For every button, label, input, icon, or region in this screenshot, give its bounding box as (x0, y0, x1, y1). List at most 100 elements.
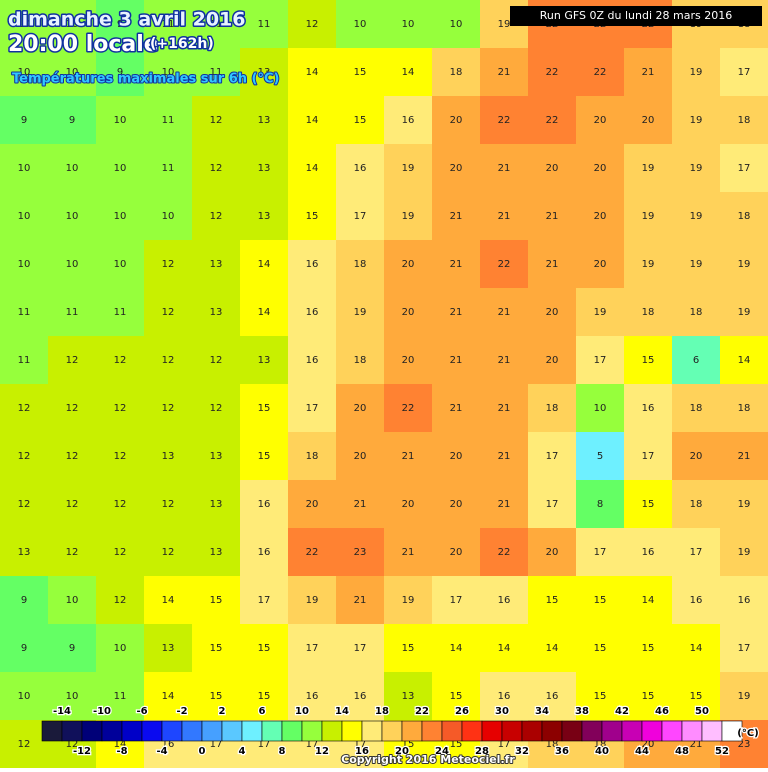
legend-swatch (581, 720, 603, 742)
temperature-value: 17 (738, 643, 751, 654)
temperature-cell (0, 576, 49, 625)
temperature-value: 12 (66, 547, 79, 558)
temperature-value: 22 (402, 403, 415, 414)
temperature-cell (0, 96, 49, 145)
temperature-cell (0, 0, 49, 49)
temperature-cell (144, 480, 193, 529)
temperature-cell (384, 0, 433, 49)
temperature-cell (0, 528, 49, 577)
temperature-value: 14 (306, 163, 319, 174)
legend-label: 8 (279, 746, 286, 757)
legend-swatch (221, 720, 243, 742)
temperature-cell (576, 336, 625, 385)
temperature-value: 12 (162, 403, 175, 414)
temperature-value: 12 (162, 547, 175, 558)
temperature-cell (432, 672, 481, 721)
temperature-cell (48, 192, 97, 241)
temperature-cell (96, 336, 145, 385)
temperature-cell (432, 336, 481, 385)
temperature-value: 13 (210, 259, 223, 270)
temperature-cell (480, 576, 529, 625)
temperature-cell (336, 48, 385, 97)
temperature-cell (624, 96, 673, 145)
temperature-cell (528, 240, 577, 289)
legend-label: 2 (219, 706, 226, 717)
legend-unit: (°C) (737, 728, 758, 739)
temperature-value: 5 (597, 451, 603, 462)
temperature-value: 12 (114, 451, 127, 462)
temperature-cell (240, 192, 289, 241)
legend: -14 -10 -6 -2 2 6 10 14 18 22 26 30 34 38 42 46 50-12 -8-… (41, 705, 743, 758)
temperature-value: 12 (210, 403, 223, 414)
temperature-cell (432, 192, 481, 241)
temperature-value: 13 (162, 451, 175, 462)
temperature-value: 19 (690, 115, 703, 126)
temperature-value: 17 (306, 739, 319, 750)
legend-swatch (101, 720, 123, 742)
temperature-cell (624, 384, 673, 433)
temperature-value: 20 (450, 451, 463, 462)
temperature-value: 13 (210, 499, 223, 510)
temperature-value: 19 (690, 163, 703, 174)
temperature-cell (720, 240, 768, 289)
temperature-value: 13 (258, 67, 271, 78)
temperature-cell (672, 240, 721, 289)
temperature-value: 20 (642, 115, 655, 126)
temperature-value: 12 (66, 403, 79, 414)
temperature-value: 14 (258, 259, 271, 270)
temperature-cell (576, 288, 625, 337)
temperature-cell (192, 480, 241, 529)
temperature-cell (384, 96, 433, 145)
temperature-value: 17 (498, 739, 511, 750)
temperature-value: 21 (498, 355, 511, 366)
temperature-value: 21 (450, 355, 463, 366)
temperature-value: 17 (306, 643, 319, 654)
temperature-value: 18 (642, 307, 655, 318)
temperature-cell (48, 96, 97, 145)
temperature-cell (624, 288, 673, 337)
legend-label: -14 (53, 706, 71, 717)
temperature-cell (48, 624, 97, 673)
temperature-value: 16 (642, 547, 655, 558)
temperature-cell (624, 336, 673, 385)
temperature-cell (192, 0, 241, 49)
temperature-value: 10 (66, 595, 79, 606)
temperature-value: 21 (402, 547, 415, 558)
temperature-value: 8 (597, 499, 603, 510)
temperature-cell (0, 384, 49, 433)
temperature-cell (192, 288, 241, 337)
temperature-value: 14 (162, 595, 175, 606)
temperature-value: 15 (402, 643, 415, 654)
temperature-cell (576, 528, 625, 577)
temperature-value: 17 (546, 451, 559, 462)
temperature-value: 21 (690, 739, 703, 750)
temperature-value: 16 (306, 259, 319, 270)
temperature-value: 17 (210, 739, 223, 750)
temperature-value: 13 (162, 643, 175, 654)
temperature-value: 19 (402, 163, 415, 174)
copyright: Copyright 2016 Meteociel.fr (341, 753, 515, 766)
temperature-value: 16 (498, 595, 511, 606)
legend-swatch (601, 720, 623, 742)
legend-swatch (521, 720, 543, 742)
temperature-cell (288, 144, 337, 193)
temperature-cell (288, 336, 337, 385)
temperature-value: 20 (546, 547, 559, 558)
temperature-cell (240, 672, 289, 721)
temperature-value: 12 (18, 739, 31, 750)
temperature-cell (192, 192, 241, 241)
temperature-value: 10 (66, 211, 79, 222)
temperature-value: 12 (162, 259, 175, 270)
temperature-value: 12 (210, 355, 223, 366)
temperature-cell (576, 144, 625, 193)
temperature-cell (192, 384, 241, 433)
temperature-value: 20 (354, 403, 367, 414)
temperature-cell (672, 48, 721, 97)
temperature-value: 16 (690, 595, 703, 606)
temperature-cell (480, 288, 529, 337)
temperature-value: 19 (690, 67, 703, 78)
legend-label: 32 (515, 746, 529, 757)
run-label: Run GFS 0Z du lundi 28 mars 2016 (540, 9, 732, 22)
temperature-cell (288, 672, 337, 721)
temperature-value: 21 (498, 403, 511, 414)
